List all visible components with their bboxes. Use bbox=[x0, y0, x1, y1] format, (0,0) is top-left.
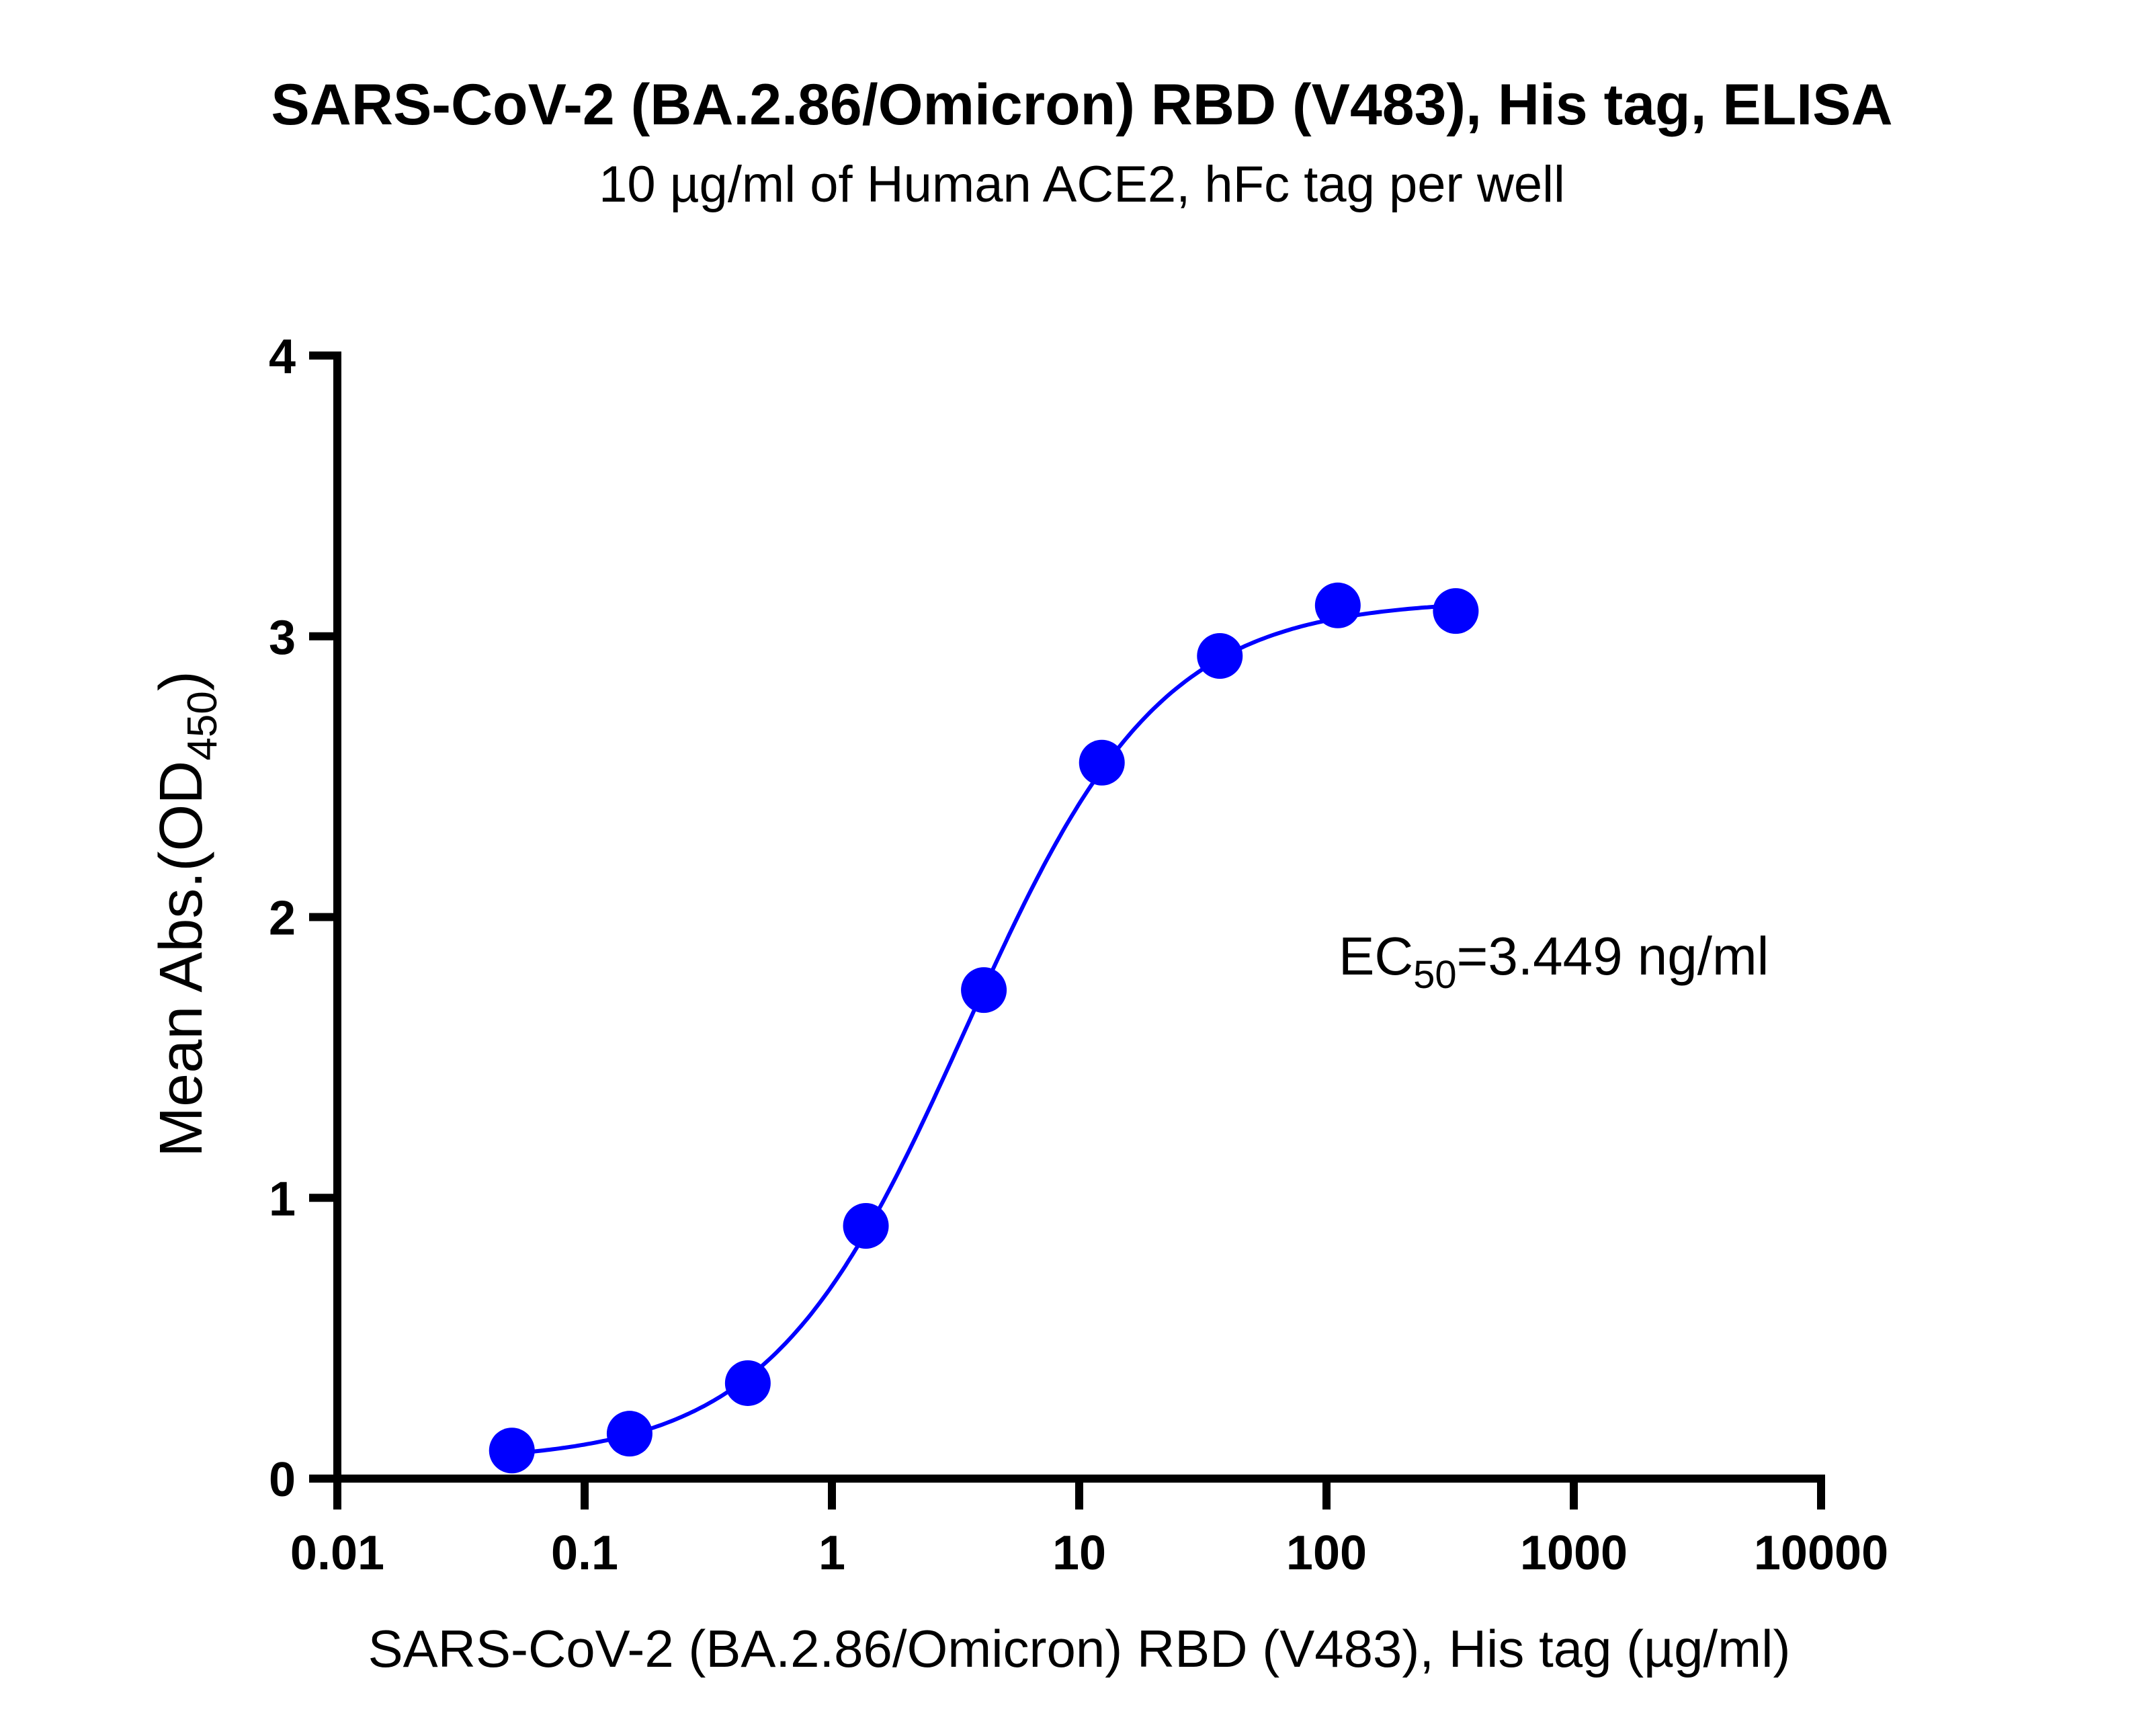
y-tick-label: 4 bbox=[269, 330, 296, 384]
y-tick-label: 1 bbox=[269, 1172, 296, 1226]
x-tick-label: 10 bbox=[1052, 1526, 1106, 1580]
data-point bbox=[1314, 582, 1361, 628]
axes: 0 1 2 3 4 0.01 0.1 1 10 100 1000 10000 bbox=[269, 330, 1888, 1580]
chart-subtitle: 10 µg/ml of Human ACE2, hFc tag per well bbox=[599, 156, 1565, 213]
y-tick-label: 0 bbox=[269, 1453, 296, 1507]
y-axis-label: Mean Abs.(OD450) bbox=[148, 671, 226, 1157]
x-tick-label: 10000 bbox=[1754, 1526, 1888, 1580]
fit-curve bbox=[511, 603, 1456, 1456]
data-point bbox=[1197, 632, 1243, 679]
y-tick-label: 2 bbox=[269, 892, 296, 946]
data-point bbox=[489, 1428, 535, 1474]
data-point bbox=[606, 1411, 652, 1457]
data-point bbox=[1433, 588, 1479, 634]
x-tick-label: 1 bbox=[818, 1526, 845, 1580]
y-tick-label: 3 bbox=[269, 611, 296, 665]
data-point bbox=[961, 967, 1007, 1014]
x-tick-label: 100 bbox=[1286, 1526, 1367, 1580]
chart-title: SARS-CoV-2 (BA.2.86/Omicron) RBD (V483),… bbox=[271, 73, 1892, 137]
x-tick-label: 1000 bbox=[1520, 1526, 1628, 1580]
x-tick-label: 0.01 bbox=[290, 1526, 384, 1580]
x-tick-label: 0.1 bbox=[551, 1526, 618, 1580]
ec50-annotation: EC50=3.449 ng/ml bbox=[1339, 926, 1769, 997]
data-points bbox=[489, 582, 1479, 1474]
data-point bbox=[724, 1360, 771, 1406]
data-point bbox=[843, 1203, 889, 1249]
fit-curve-group bbox=[511, 603, 1456, 1456]
x-axis-label: SARS-CoV-2 (BA.2.86/Omicron) RBD (V483),… bbox=[368, 1619, 1791, 1678]
data-point bbox=[1079, 739, 1125, 786]
